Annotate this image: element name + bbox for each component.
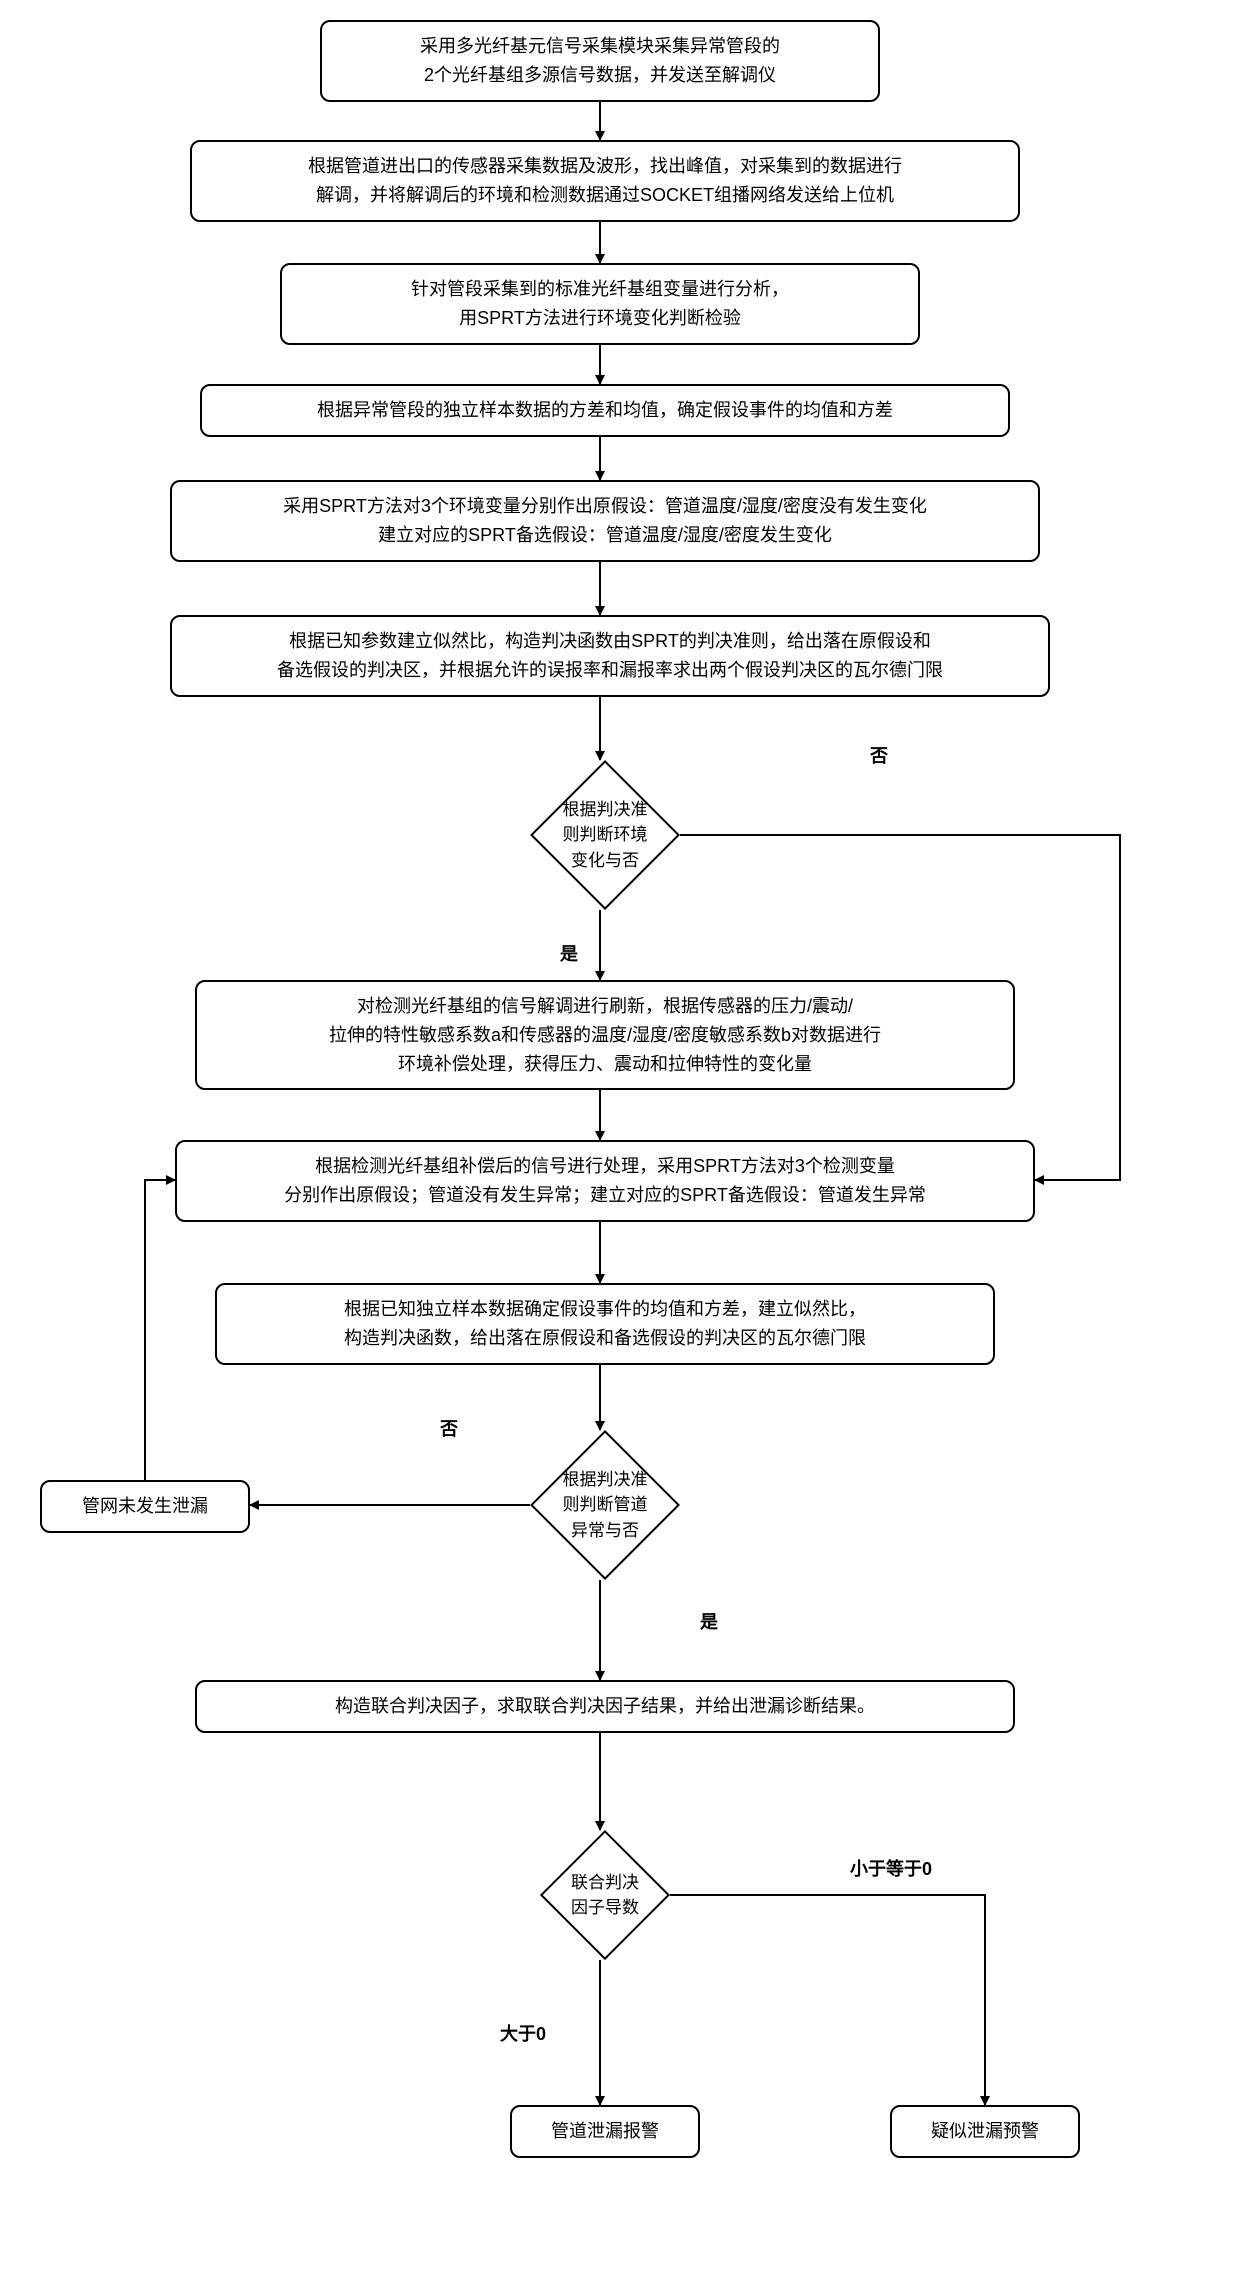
flow-box-n2: 根据管道进出口的传感器采集数据及波形，找出峰值，对采集到的数据进行解调，并将解调… — [190, 140, 1020, 222]
flow-box-n12: 管道泄漏报警 — [510, 2105, 700, 2158]
flow-box-n7: 对检测光纤基组的信号解调进行刷新，根据传感器的压力/震动/拉伸的特性敏感系数a和… — [195, 980, 1015, 1090]
flow-box-n13: 疑似泄漏预警 — [890, 2105, 1080, 2158]
flow-box-n3: 针对管段采集到的标准光纤基组变量进行分析，用SPRT方法进行环境变化判断检验 — [280, 263, 920, 345]
flow-box-n1: 采用多光纤基元信号采集模块采集异常管段的2个光纤基组多源信号数据，并发送至解调仪 — [320, 20, 880, 102]
edge-label-d2-n10: 否 — [440, 1415, 458, 1441]
edge-label-d3-n13: 小于等于0 — [850, 1855, 932, 1881]
flow-box-n5: 采用SPRT方法对3个环境变量分别作出原假设：管道温度/湿度/密度没有发生变化建… — [170, 480, 1040, 562]
flow-box-n9: 根据已知独立样本数据确定假设事件的均值和方差，建立似然比，构造判决函数，给出落在… — [215, 1283, 995, 1365]
flow-diamond-d3: 联合判决因子导数 — [540, 1830, 670, 1960]
flow-box-n8: 根据检测光纤基组补偿后的信号进行处理，采用SPRT方法对3个检测变量分别作出原假… — [175, 1140, 1035, 1222]
edge-d3-n13 — [670, 1895, 985, 2105]
edge-label-d2-n11: 是 — [700, 1608, 718, 1634]
edge-label-d1-n7: 是 — [560, 940, 578, 966]
flow-box-n11: 构造联合判决因子，求取联合判决因子结果，并给出泄漏诊断结果。 — [195, 1680, 1015, 1733]
flow-box-n4: 根据异常管段的独立样本数据的方差和均值，确定假设事件的均值和方差 — [200, 384, 1010, 437]
flow-diamond-d2: 根据判决准则判断管道异常与否 — [530, 1430, 680, 1580]
flow-diamond-d1: 根据判决准则判断环境变化与否 — [530, 760, 680, 910]
edge-label-d3-n12: 大于0 — [500, 2020, 546, 2046]
flow-box-n6: 根据已知参数建立似然比，构造判决函数由SPRT的判决准则，给出落在原假设和备选假… — [170, 615, 1050, 697]
edge-n10-n8 — [145, 1180, 175, 1480]
flow-box-n10: 管网未发生泄漏 — [40, 1480, 250, 1533]
edge-label-d1-n8: 否 — [870, 742, 888, 768]
flowchart-canvas: 采用多光纤基元信号采集模块采集异常管段的2个光纤基组多源信号数据，并发送至解调仪… — [0, 0, 1240, 2295]
